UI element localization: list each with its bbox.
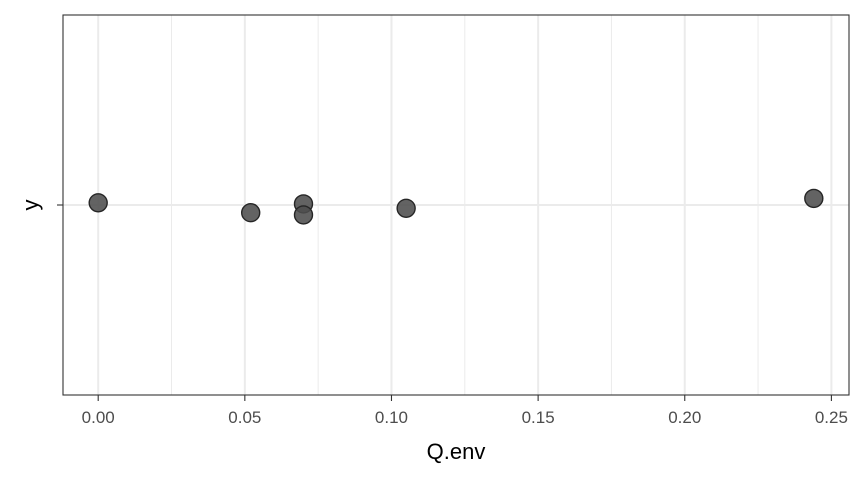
x-tick-label: 0.20 — [668, 408, 701, 427]
data-point — [293, 205, 314, 225]
x-tick-label: 0.00 — [82, 408, 115, 427]
data-point — [241, 202, 261, 223]
y-axis-title: y — [18, 200, 43, 211]
x-tick-label: 0.10 — [375, 408, 408, 427]
x-tick-label: 0.05 — [228, 408, 261, 427]
x-axis-ticks: 0.00 0.05 0.10 0.15 0.20 0.25 — [82, 395, 848, 427]
x-axis-title: Q.env — [427, 439, 486, 464]
data-point — [88, 193, 108, 213]
x-tick-label: 0.25 — [815, 408, 848, 427]
major-gridlines — [63, 15, 849, 395]
data-points — [88, 188, 824, 225]
data-point — [396, 198, 416, 219]
data-point — [804, 188, 824, 209]
x-tick-label: 0.15 — [522, 408, 555, 427]
